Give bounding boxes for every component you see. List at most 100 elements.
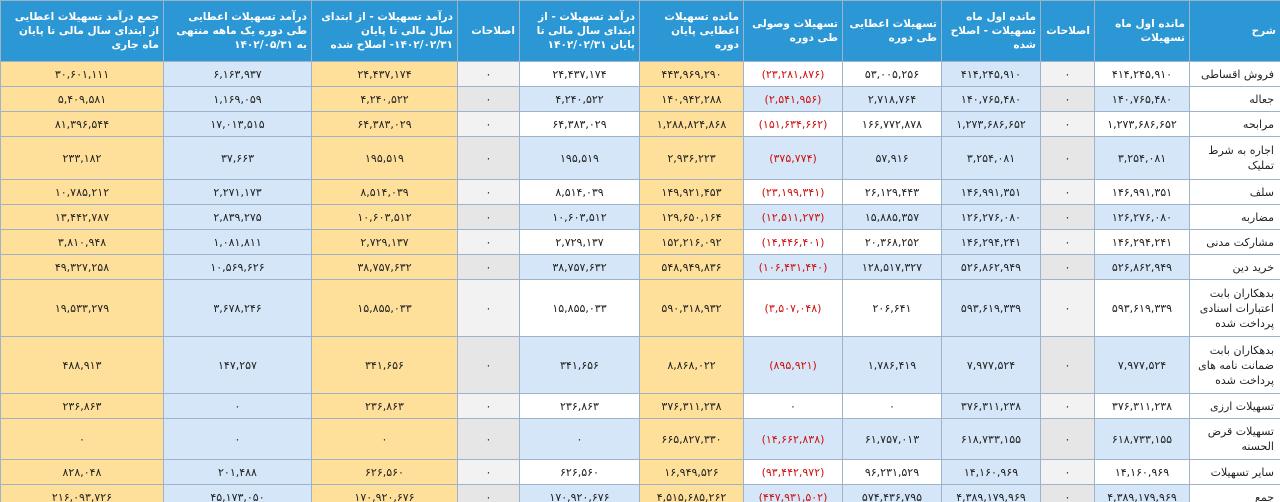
cell-income-ytd: ۳۸,۷۵۷,۶۳۲ xyxy=(519,254,640,280)
cell-adjustments: ۰ xyxy=(1040,254,1095,280)
row-description: مضاربه xyxy=(1189,204,1280,230)
cell-collected: (۲۳,۲۸۱,۸۷۶) xyxy=(743,61,843,87)
cell-income-ytd-adjusted: ۲,۷۲۹,۱۳۷ xyxy=(311,229,458,255)
cell-income-month: ۲,۲۷۱,۱۷۳ xyxy=(163,179,312,205)
cell-income-total: ۸۲۸,۰۴۸ xyxy=(0,459,164,485)
cell-adjustments: ۰ xyxy=(1040,393,1095,419)
table-row: مرابحه ۱,۲۷۳,۶۸۶,۶۵۲ ۰ ۱,۲۷۳,۶۸۶,۶۵۲ ۱۶۶,۷۷۲… xyxy=(0,111,1280,137)
row-description: جمع xyxy=(1189,484,1280,502)
header-collected: تسهیلات وصولی طی دوره xyxy=(743,0,843,62)
cell-income-adjustments: ۰ xyxy=(457,204,520,230)
cell-income-total: ۱۳,۴۴۲,۷۸۷ xyxy=(0,204,164,230)
cell-adjustments: ۰ xyxy=(1040,418,1095,460)
cell-income-month: ۱,۰۸۱,۸۱۱ xyxy=(163,229,312,255)
cell-income-month: ۰ xyxy=(163,393,312,419)
cell-opening-balance: ۶۱۸,۷۳۳,۱۵۵ xyxy=(1094,418,1190,460)
cell-income-total: ۴۹,۳۲۷,۲۵۸ xyxy=(0,254,164,280)
cell-adjusted-opening: ۱۴۰,۷۶۵,۴۸۰ xyxy=(941,86,1041,112)
row-description: مشارکت مدنی xyxy=(1189,229,1280,255)
cell-income-total: ۴۸۸,۹۱۳ xyxy=(0,336,164,394)
cell-adjusted-opening: ۱,۲۷۳,۶۸۶,۶۵۲ xyxy=(941,111,1041,137)
cell-income-ytd-adjusted: ۶۴,۳۸۳,۰۲۹ xyxy=(311,111,458,137)
row-description: تسهیلات قرض الحسنه xyxy=(1189,418,1280,460)
cell-income-total: ۵,۴۰۹,۵۸۱ xyxy=(0,86,164,112)
cell-income-adjustments: ۰ xyxy=(457,61,520,87)
header-granted: تسهیلات اعطایی طی دوره xyxy=(842,0,942,62)
cell-adjustments: ۰ xyxy=(1040,279,1095,337)
cell-income-ytd: ۱۷۰,۹۲۰,۶۷۶ xyxy=(519,484,640,502)
table-row: بدهکاران بابت اعتبارات اسنادی پرداخت شده… xyxy=(0,279,1280,337)
table-row: فروش اقساطی ۴۱۴,۲۴۵,۹۱۰ ۰ ۴۱۴,۲۴۵,۹۱۰ ۵۳,۰۰۵… xyxy=(0,61,1280,87)
row-description: بدهکاران بابت اعتبارات اسنادی پرداخت شده xyxy=(1189,279,1280,337)
cell-income-month: ۶,۱۶۳,۹۳۷ xyxy=(163,61,312,87)
cell-opening-balance: ۴۱۴,۲۴۵,۹۱۰ xyxy=(1094,61,1190,87)
cell-collected: (۲,۵۴۱,۹۵۶) xyxy=(743,86,843,112)
cell-closing-balance: ۱۴۰,۹۴۲,۲۸۸ xyxy=(639,86,744,112)
cell-income-total: ۲۱۶,۰۹۳,۷۲۶ xyxy=(0,484,164,502)
row-description: بدهکاران بابت ضمانت نامه های پرداخت شده xyxy=(1189,336,1280,394)
cell-income-ytd-adjusted: ۳۴۱,۶۵۶ xyxy=(311,336,458,394)
cell-closing-balance: ۱۴۹,۹۲۱,۴۵۳ xyxy=(639,179,744,205)
cell-income-total: ۸۱,۳۹۶,۵۴۴ xyxy=(0,111,164,137)
cell-adjustments: ۰ xyxy=(1040,229,1095,255)
cell-collected: (۹۳,۴۴۲,۹۷۲) xyxy=(743,459,843,485)
cell-income-adjustments: ۰ xyxy=(457,86,520,112)
cell-granted: ۲۶,۱۲۹,۴۴۳ xyxy=(842,179,942,205)
cell-opening-balance: ۳,۲۵۴,۰۸۱ xyxy=(1094,136,1190,180)
row-description: سلف xyxy=(1189,179,1280,205)
cell-adjustments: ۰ xyxy=(1040,484,1095,502)
cell-adjusted-opening: ۱۲۶,۲۷۶,۰۸۰ xyxy=(941,204,1041,230)
cell-collected: (۲۳,۱۹۹,۳۴۱) xyxy=(743,179,843,205)
cell-closing-balance: ۵۹۰,۳۱۸,۹۳۲ xyxy=(639,279,744,337)
total-row: جمع ۴,۳۸۹,۱۷۹,۹۶۹ ۰ ۴,۳۸۹,۱۷۹,۹۶۹ ۵۷۴,۴۳۶,۷۹… xyxy=(0,484,1280,502)
cell-income-ytd-adjusted: ۲۴,۴۳۷,۱۷۴ xyxy=(311,61,458,87)
cell-income-ytd-adjusted: ۱۰,۶۰۳,۵۱۲ xyxy=(311,204,458,230)
cell-opening-balance: ۱۴۶,۲۹۴,۲۴۱ xyxy=(1094,229,1190,255)
cell-income-month: ۲۰۱,۴۸۸ xyxy=(163,459,312,485)
cell-income-ytd: ۶۴,۳۸۳,۰۲۹ xyxy=(519,111,640,137)
cell-income-adjustments: ۰ xyxy=(457,179,520,205)
cell-closing-balance: ۲,۹۳۶,۲۲۳ xyxy=(639,136,744,180)
cell-closing-balance: ۱۶,۹۴۹,۵۲۶ xyxy=(639,459,744,485)
cell-adjusted-opening: ۱۴,۱۶۰,۹۶۹ xyxy=(941,459,1041,485)
header-income-ytd-adjusted: درآمد تسهیلات - از ابتدای سال مالی تا پا… xyxy=(311,0,458,62)
table-row: خرید دین ۵۲۶,۸۶۲,۹۴۹ ۰ ۵۲۶,۸۶۲,۹۴۹ ۱۲۸,۵۱۷,۳… xyxy=(0,254,1280,280)
row-description: تسهیلات ارزی xyxy=(1189,393,1280,419)
cell-opening-balance: ۵۲۶,۸۶۲,۹۴۹ xyxy=(1094,254,1190,280)
cell-adjustments: ۰ xyxy=(1040,459,1095,485)
row-description: مرابحه xyxy=(1189,111,1280,137)
cell-income-ytd-adjusted: ۱۷۰,۹۲۰,۶۷۶ xyxy=(311,484,458,502)
cell-opening-balance: ۵۹۳,۶۱۹,۳۳۹ xyxy=(1094,279,1190,337)
cell-closing-balance: ۱,۲۸۸,۸۲۴,۸۶۸ xyxy=(639,111,744,137)
cell-granted: ۱۵,۸۸۵,۳۵۷ xyxy=(842,204,942,230)
cell-adjustments: ۰ xyxy=(1040,204,1095,230)
cell-adjusted-opening: ۴۱۴,۲۴۵,۹۱۰ xyxy=(941,61,1041,87)
cell-closing-balance: ۶۶۵,۸۲۷,۳۳۰ xyxy=(639,418,744,460)
table-row: مضاربه ۱۲۶,۲۷۶,۰۸۰ ۰ ۱۲۶,۲۷۶,۰۸۰ ۱۵,۸۸۵,۳۵۷(… xyxy=(0,204,1280,230)
cell-income-total: ۳۰,۶۰۱,۱۱۱ xyxy=(0,61,164,87)
cell-adjusted-opening: ۵۲۶,۸۶۲,۹۴۹ xyxy=(941,254,1041,280)
cell-income-month: ۱۰,۵۶۹,۶۲۶ xyxy=(163,254,312,280)
cell-adjusted-opening: ۵۹۳,۶۱۹,۳۳۹ xyxy=(941,279,1041,337)
cell-closing-balance: ۴۴۳,۹۶۹,۲۹۰ xyxy=(639,61,744,87)
cell-income-ytd-adjusted: ۳۸,۷۵۷,۶۳۲ xyxy=(311,254,458,280)
cell-income-total: ۲۳۳,۱۸۲ xyxy=(0,136,164,180)
table-row: سایر تسهیلات ۱۴,۱۶۰,۹۶۹ ۰ ۱۴,۱۶۰,۹۶۹ ۹۶,۲۳۱,… xyxy=(0,459,1280,485)
cell-closing-balance: ۱۵۲,۲۱۶,۰۹۲ xyxy=(639,229,744,255)
cell-income-ytd: ۸,۵۱۴,۰۳۹ xyxy=(519,179,640,205)
cell-collected: (۴۴۷,۹۳۱,۵۰۲) xyxy=(743,484,843,502)
row-description: اجاره به شرط تملیک xyxy=(1189,136,1280,180)
cell-adjusted-opening: ۱۴۶,۹۹۱,۳۵۱ xyxy=(941,179,1041,205)
cell-income-ytd-adjusted: ۱۹۵,۵۱۹ xyxy=(311,136,458,180)
cell-granted: ۹۶,۲۳۱,۵۲۹ xyxy=(842,459,942,485)
cell-income-ytd: ۱۹۵,۵۱۹ xyxy=(519,136,640,180)
cell-income-ytd: ۰ xyxy=(519,418,640,460)
cell-collected: (۱۴,۶۶۲,۸۳۸) xyxy=(743,418,843,460)
header-row: شرح مانده اول ماه تسهیلات اصلاحات مانده … xyxy=(0,0,1280,62)
cell-income-total: ۱۹,۵۳۳,۲۷۹ xyxy=(0,279,164,337)
cell-adjusted-opening: ۳,۲۵۴,۰۸۱ xyxy=(941,136,1041,180)
header-closing-balance: مانده تسهیلات اعطایی پایان دوره xyxy=(639,0,744,62)
cell-granted: ۵۷,۹۱۶ xyxy=(842,136,942,180)
cell-income-adjustments: ۰ xyxy=(457,393,520,419)
cell-income-adjustments: ۰ xyxy=(457,111,520,137)
